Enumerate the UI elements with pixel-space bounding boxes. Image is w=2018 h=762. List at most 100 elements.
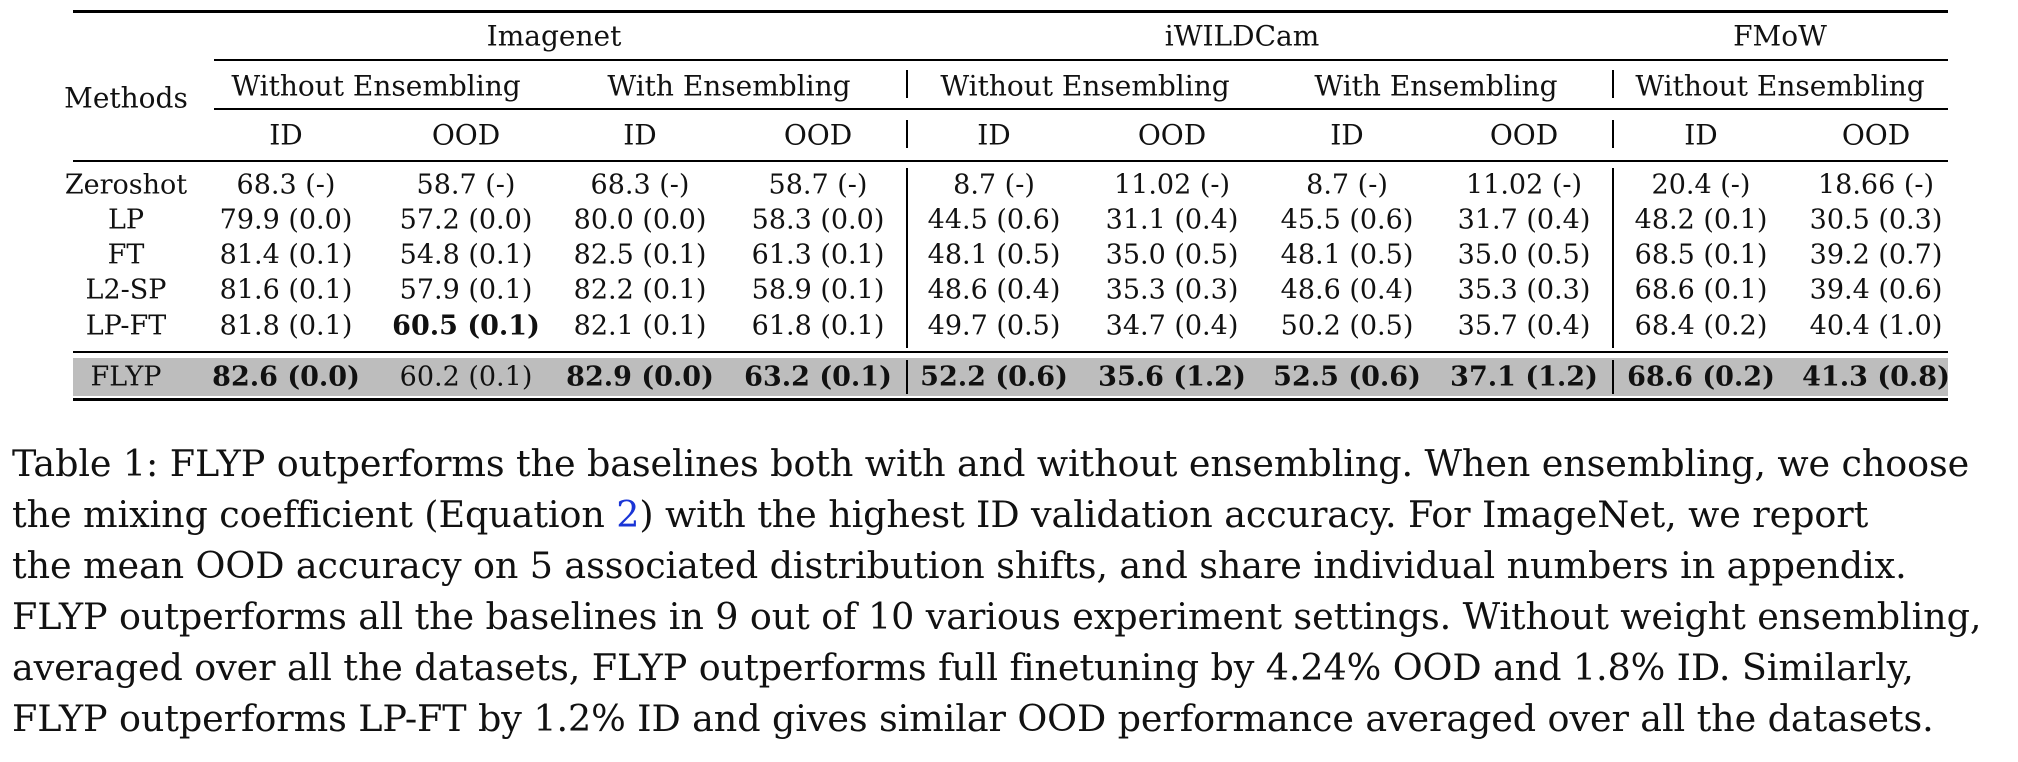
table-cell: 39.2 (0.7) — [1809, 239, 1943, 271]
table-cell: 37.1 (1.2) — [1450, 361, 1598, 393]
caption-line: FLYP outperforms all the baselines in 9 … — [12, 595, 1982, 638]
table-cell: 82.1 (0.1) — [573, 310, 707, 342]
table-cell: 82.6 (0.0) — [212, 361, 360, 393]
table-cell: 35.6 (1.2) — [1098, 361, 1246, 393]
separator-2b — [1612, 120, 1614, 148]
col-header: ID — [1330, 118, 1364, 152]
table-cell: 31.1 (0.4) — [1105, 204, 1239, 236]
table-cell: 68.6 (0.2) — [1627, 361, 1775, 393]
table-cell: 48.6 (0.4) — [927, 274, 1061, 306]
group-imagenet: Imagenet — [486, 19, 622, 53]
table-cell: 11.02 (-) — [1465, 169, 1583, 201]
separator-2d — [1612, 360, 1614, 394]
table-cell: 57.9 (0.1) — [399, 274, 533, 306]
table-cell: 80.0 (0.0) — [573, 204, 707, 236]
table-cell: 58.3 (0.0) — [751, 204, 885, 236]
col-header: ID — [269, 118, 303, 152]
caption-text: ) with the highest ID validation accurac… — [639, 493, 1869, 536]
header-rule — [73, 160, 1948, 162]
table-cell: 63.2 (0.1) — [744, 361, 892, 393]
table-cell: 68.5 (0.1) — [1634, 239, 1768, 271]
table-cell: 82.2 (0.1) — [573, 274, 707, 306]
table-caption: Table 1: FLYP outperforms the baselines … — [12, 438, 2012, 744]
table-cell: 35.3 (0.3) — [1105, 274, 1239, 306]
table-cell: 48.2 (0.1) — [1634, 204, 1768, 236]
table-cell: 60.2 (0.1) — [399, 361, 533, 393]
table-cell: 68.4 (0.2) — [1634, 310, 1768, 342]
group-rule — [214, 59, 1948, 61]
subgroup-rule — [214, 108, 1948, 110]
separator-2c — [1612, 168, 1614, 348]
table-cell: 81.4 (0.1) — [219, 239, 353, 271]
table-cell: 41.3 (0.8) — [1802, 361, 1950, 393]
table-cell: 58.7 (-) — [416, 169, 516, 201]
table-cell: 82.9 (0.0) — [566, 361, 714, 393]
row-method-label: FT — [107, 239, 145, 271]
table-cell: 54.8 (0.1) — [399, 239, 533, 271]
subgroup-imagenet-with: With Ensembling — [607, 69, 851, 103]
table-cell: 31.7 (0.4) — [1457, 204, 1591, 236]
row-method-label: LP — [107, 204, 145, 236]
mid-rule — [73, 351, 1948, 353]
table-cell: 58.7 (-) — [768, 169, 868, 201]
col-header: ID — [1684, 118, 1718, 152]
col-header: OOD — [1137, 118, 1207, 152]
col-header: OOD — [1841, 118, 1911, 152]
table-cell: 81.8 (0.1) — [219, 310, 353, 342]
table-cell: 48.1 (0.5) — [927, 239, 1061, 271]
table-cell: 50.2 (0.5) — [1280, 310, 1414, 342]
table-cell: 35.7 (0.4) — [1457, 310, 1591, 342]
col-header: ID — [623, 118, 657, 152]
table-cell: 48.1 (0.5) — [1280, 239, 1414, 271]
row-method-label: FLYP — [90, 361, 162, 393]
table-cell: 82.5 (0.1) — [573, 239, 707, 271]
table-cell: 81.6 (0.1) — [219, 274, 353, 306]
table-cell: 52.5 (0.6) — [1273, 361, 1421, 393]
methods-header: Methods — [64, 81, 188, 115]
row-method-label: LP-FT — [85, 310, 167, 342]
subgroup-iwildcam-without: Without Ensembling — [940, 69, 1230, 103]
table-cell: 68.6 (0.1) — [1634, 274, 1768, 306]
table-cell: 40.4 (1.0) — [1809, 310, 1943, 342]
separator-2 — [1612, 70, 1614, 98]
group-iwildcam: iWILDCam — [1164, 19, 1320, 53]
caption-line: the mixing coefficient (Equation 2) with… — [12, 489, 2012, 540]
top-rule — [73, 10, 1948, 13]
results-table: Imagenet iWILDCam FMoW Methods Without E… — [64, 10, 1950, 401]
table-cell: 79.9 (0.0) — [219, 204, 353, 236]
table-cell: 44.5 (0.6) — [927, 204, 1061, 236]
table-cell: 57.2 (0.0) — [399, 204, 533, 236]
caption-line: Table 1: FLYP outperforms the baselines … — [12, 442, 1970, 485]
table-cell: 20.4 (-) — [1651, 169, 1751, 201]
table-cell: 68.3 (-) — [236, 169, 336, 201]
table-cell: 58.9 (0.1) — [751, 274, 885, 306]
col-header: OOD — [1489, 118, 1559, 152]
separator-1c — [906, 168, 908, 348]
row-method-label: Zeroshot — [64, 169, 188, 201]
table-cell: 35.0 (0.5) — [1457, 239, 1591, 271]
separator-1 — [906, 70, 908, 98]
caption-line: the mean OOD accuracy on 5 associated di… — [12, 544, 1907, 587]
col-header: OOD — [431, 118, 501, 152]
table-cell: 39.4 (0.6) — [1809, 274, 1943, 306]
table-cell: 49.7 (0.5) — [927, 310, 1061, 342]
flyp-highlight-band — [73, 358, 1948, 396]
table-cell: 61.3 (0.1) — [751, 239, 885, 271]
table-cell: 8.7 (-) — [953, 169, 1035, 201]
table-cell: 8.7 (-) — [1306, 169, 1388, 201]
table-cell: 35.3 (0.3) — [1457, 274, 1591, 306]
table-cell: 11.02 (-) — [1113, 169, 1231, 201]
table-cell: 34.7 (0.4) — [1105, 310, 1239, 342]
col-header: ID — [977, 118, 1011, 152]
row-method-label: L2-SP — [85, 274, 167, 306]
caption-text: the mixing coefficient (Equation — [12, 493, 617, 536]
bottom-rule — [73, 398, 1948, 401]
col-header: OOD — [783, 118, 853, 152]
group-fmow: FMoW — [1733, 19, 1827, 53]
equation-link[interactable]: 2 — [616, 493, 640, 536]
table-cell: 30.5 (0.3) — [1809, 204, 1943, 236]
subgroup-fmow-without: Without Ensembling — [1635, 69, 1925, 103]
table-cell: 60.5 (0.1) — [392, 310, 540, 342]
separator-1b — [906, 120, 908, 148]
table-cell: 35.0 (0.5) — [1105, 239, 1239, 271]
